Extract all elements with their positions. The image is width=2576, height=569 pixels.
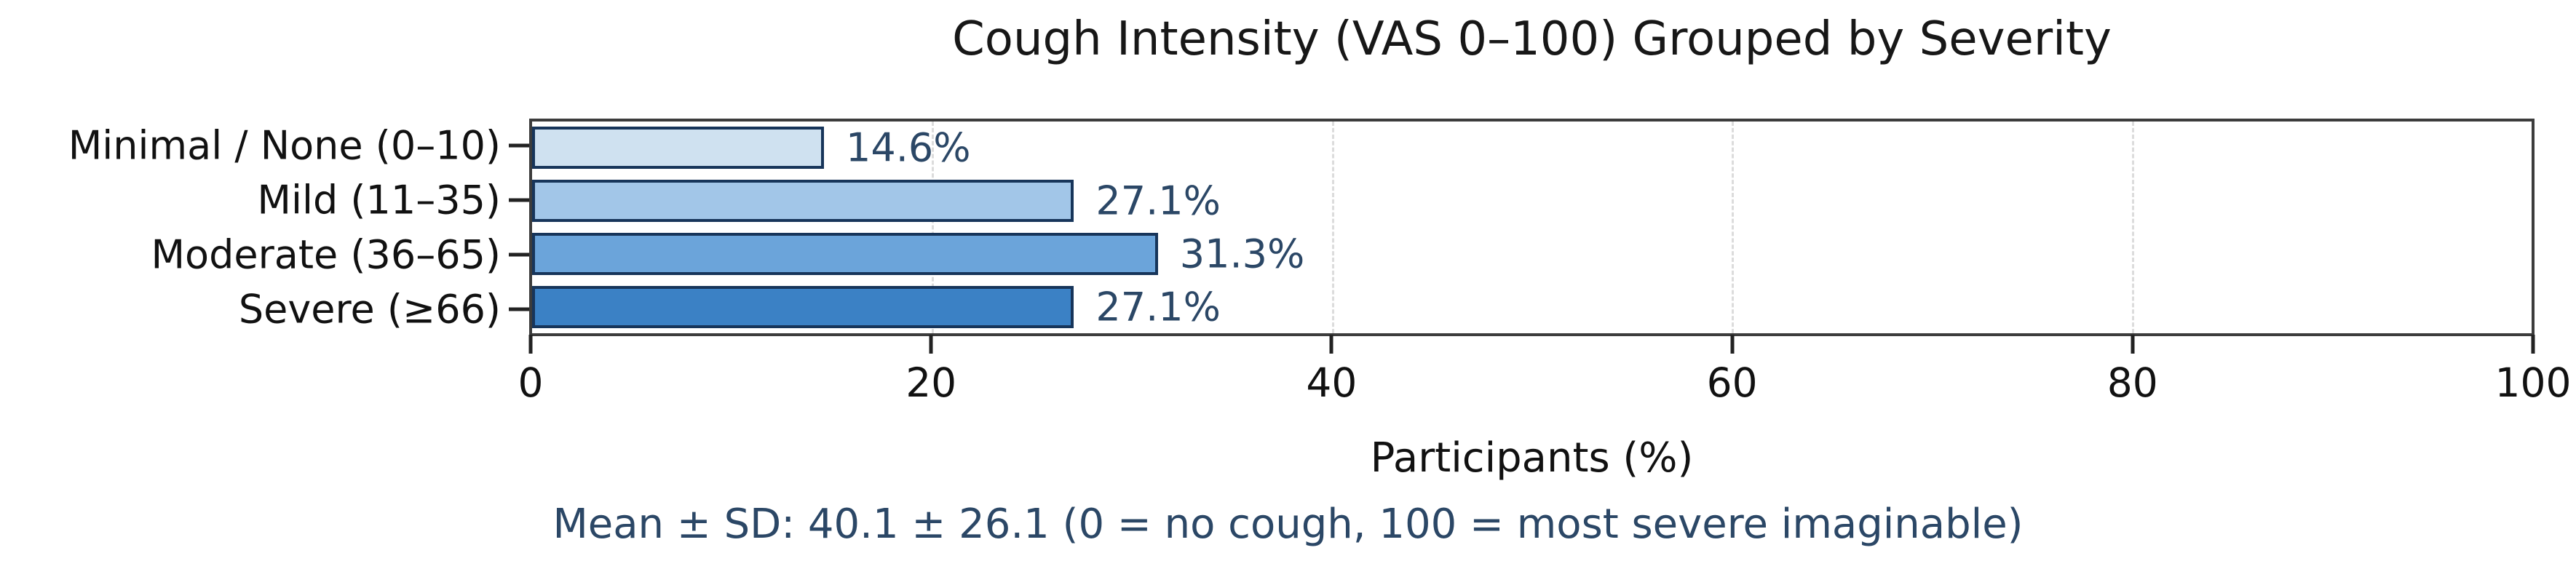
gridline: [932, 122, 935, 333]
bar-value-label: 27.1%: [1095, 178, 1221, 224]
bar: [532, 285, 1074, 328]
y-axis-label: Severe (≥66): [238, 286, 501, 333]
gridline: [2131, 122, 2134, 333]
x-tick-label: 80: [2107, 359, 2158, 406]
bar: [532, 232, 1158, 275]
x-tick-mark: [929, 335, 933, 354]
bar: [532, 180, 1074, 223]
bar-value-label: 14.6%: [846, 124, 971, 171]
x-axis-title: Participants (%): [1370, 434, 1694, 482]
bar-value-label: 27.1%: [1095, 284, 1221, 330]
x-tick-label: 20: [905, 359, 957, 406]
y-tick-mark: [509, 143, 529, 148]
x-tick-label: 60: [1706, 359, 1758, 406]
y-axis-label: Minimal / None (0–10): [68, 122, 501, 169]
gridline: [1732, 122, 1735, 333]
x-tick-mark: [528, 335, 533, 354]
y-axis-labels: Minimal / None (0–10) Mild (11–35) Moderat…: [0, 119, 501, 336]
x-tick-label: 100: [2494, 359, 2572, 406]
x-tick-mark: [1329, 335, 1333, 354]
x-tick-mark: [1730, 335, 1735, 354]
y-tick-mark: [509, 252, 529, 257]
plot-area: 14.6% 27.1% 31.3% 27.1%: [529, 119, 2535, 336]
x-tick-mark: [2131, 335, 2135, 354]
chart-title: Cough Intensity (VAS 0–100) Grouped by S…: [952, 12, 2112, 66]
y-axis-label: Moderate (36–65): [151, 231, 501, 278]
y-tick-mark: [509, 307, 529, 311]
bar: [532, 127, 825, 170]
x-tick-label: 0: [518, 359, 544, 406]
y-axis-label: Mild (11–35): [257, 177, 501, 223]
y-tick-mark: [509, 198, 529, 202]
gridline: [1331, 122, 1334, 333]
x-tick-mark: [2531, 335, 2535, 354]
x-tick-label: 40: [1306, 359, 1358, 406]
annotation: Mean ± SD: 40.1 ± 26.1 (0 = no cough, 10…: [552, 501, 2024, 548]
bar-value-label: 31.3%: [1179, 231, 1305, 277]
